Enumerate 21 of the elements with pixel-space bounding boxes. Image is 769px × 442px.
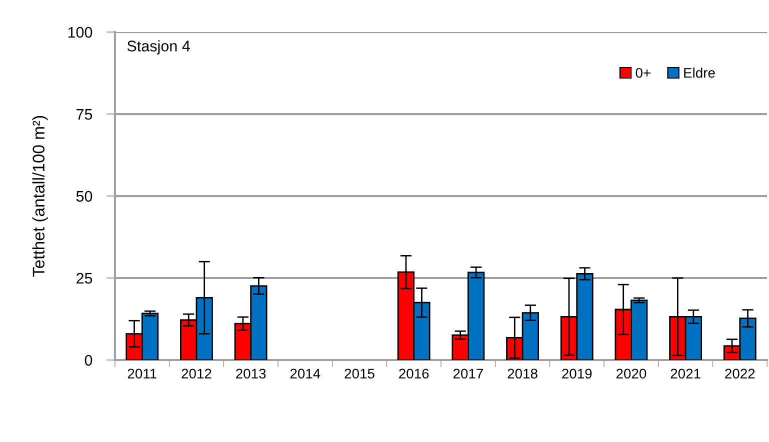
x-tick-label: 2018 xyxy=(508,368,538,379)
x-tick-label: 2013 xyxy=(236,368,266,379)
y-tick-label: 100 xyxy=(68,26,92,38)
x-tick-label: 2015 xyxy=(344,368,374,379)
x-tick-label: 2016 xyxy=(399,368,429,379)
y-tick-label: 50 xyxy=(76,190,92,202)
x-tick-label: 2017 xyxy=(453,368,483,379)
legend-label: Eldre xyxy=(684,68,715,78)
x-tick-label: 2022 xyxy=(725,368,755,379)
x-tick-label: 2020 xyxy=(616,368,646,379)
x-tick-label: 2011 xyxy=(128,368,156,379)
y-tick-label: 0 xyxy=(84,354,92,366)
y-axis-title: Tetthet (antall/100 m²) xyxy=(32,116,48,277)
y-tick-label: 75 xyxy=(76,109,92,120)
x-tick-label: 2019 xyxy=(562,368,592,379)
text: Stasjon 4 xyxy=(127,40,190,54)
legend-label: 0+ xyxy=(636,68,650,78)
x-tick-label: 2014 xyxy=(290,368,320,379)
x-tick-label: 2012 xyxy=(182,368,212,379)
y-tick-label: 25 xyxy=(76,272,92,284)
x-tick-label: 2021 xyxy=(670,368,700,379)
